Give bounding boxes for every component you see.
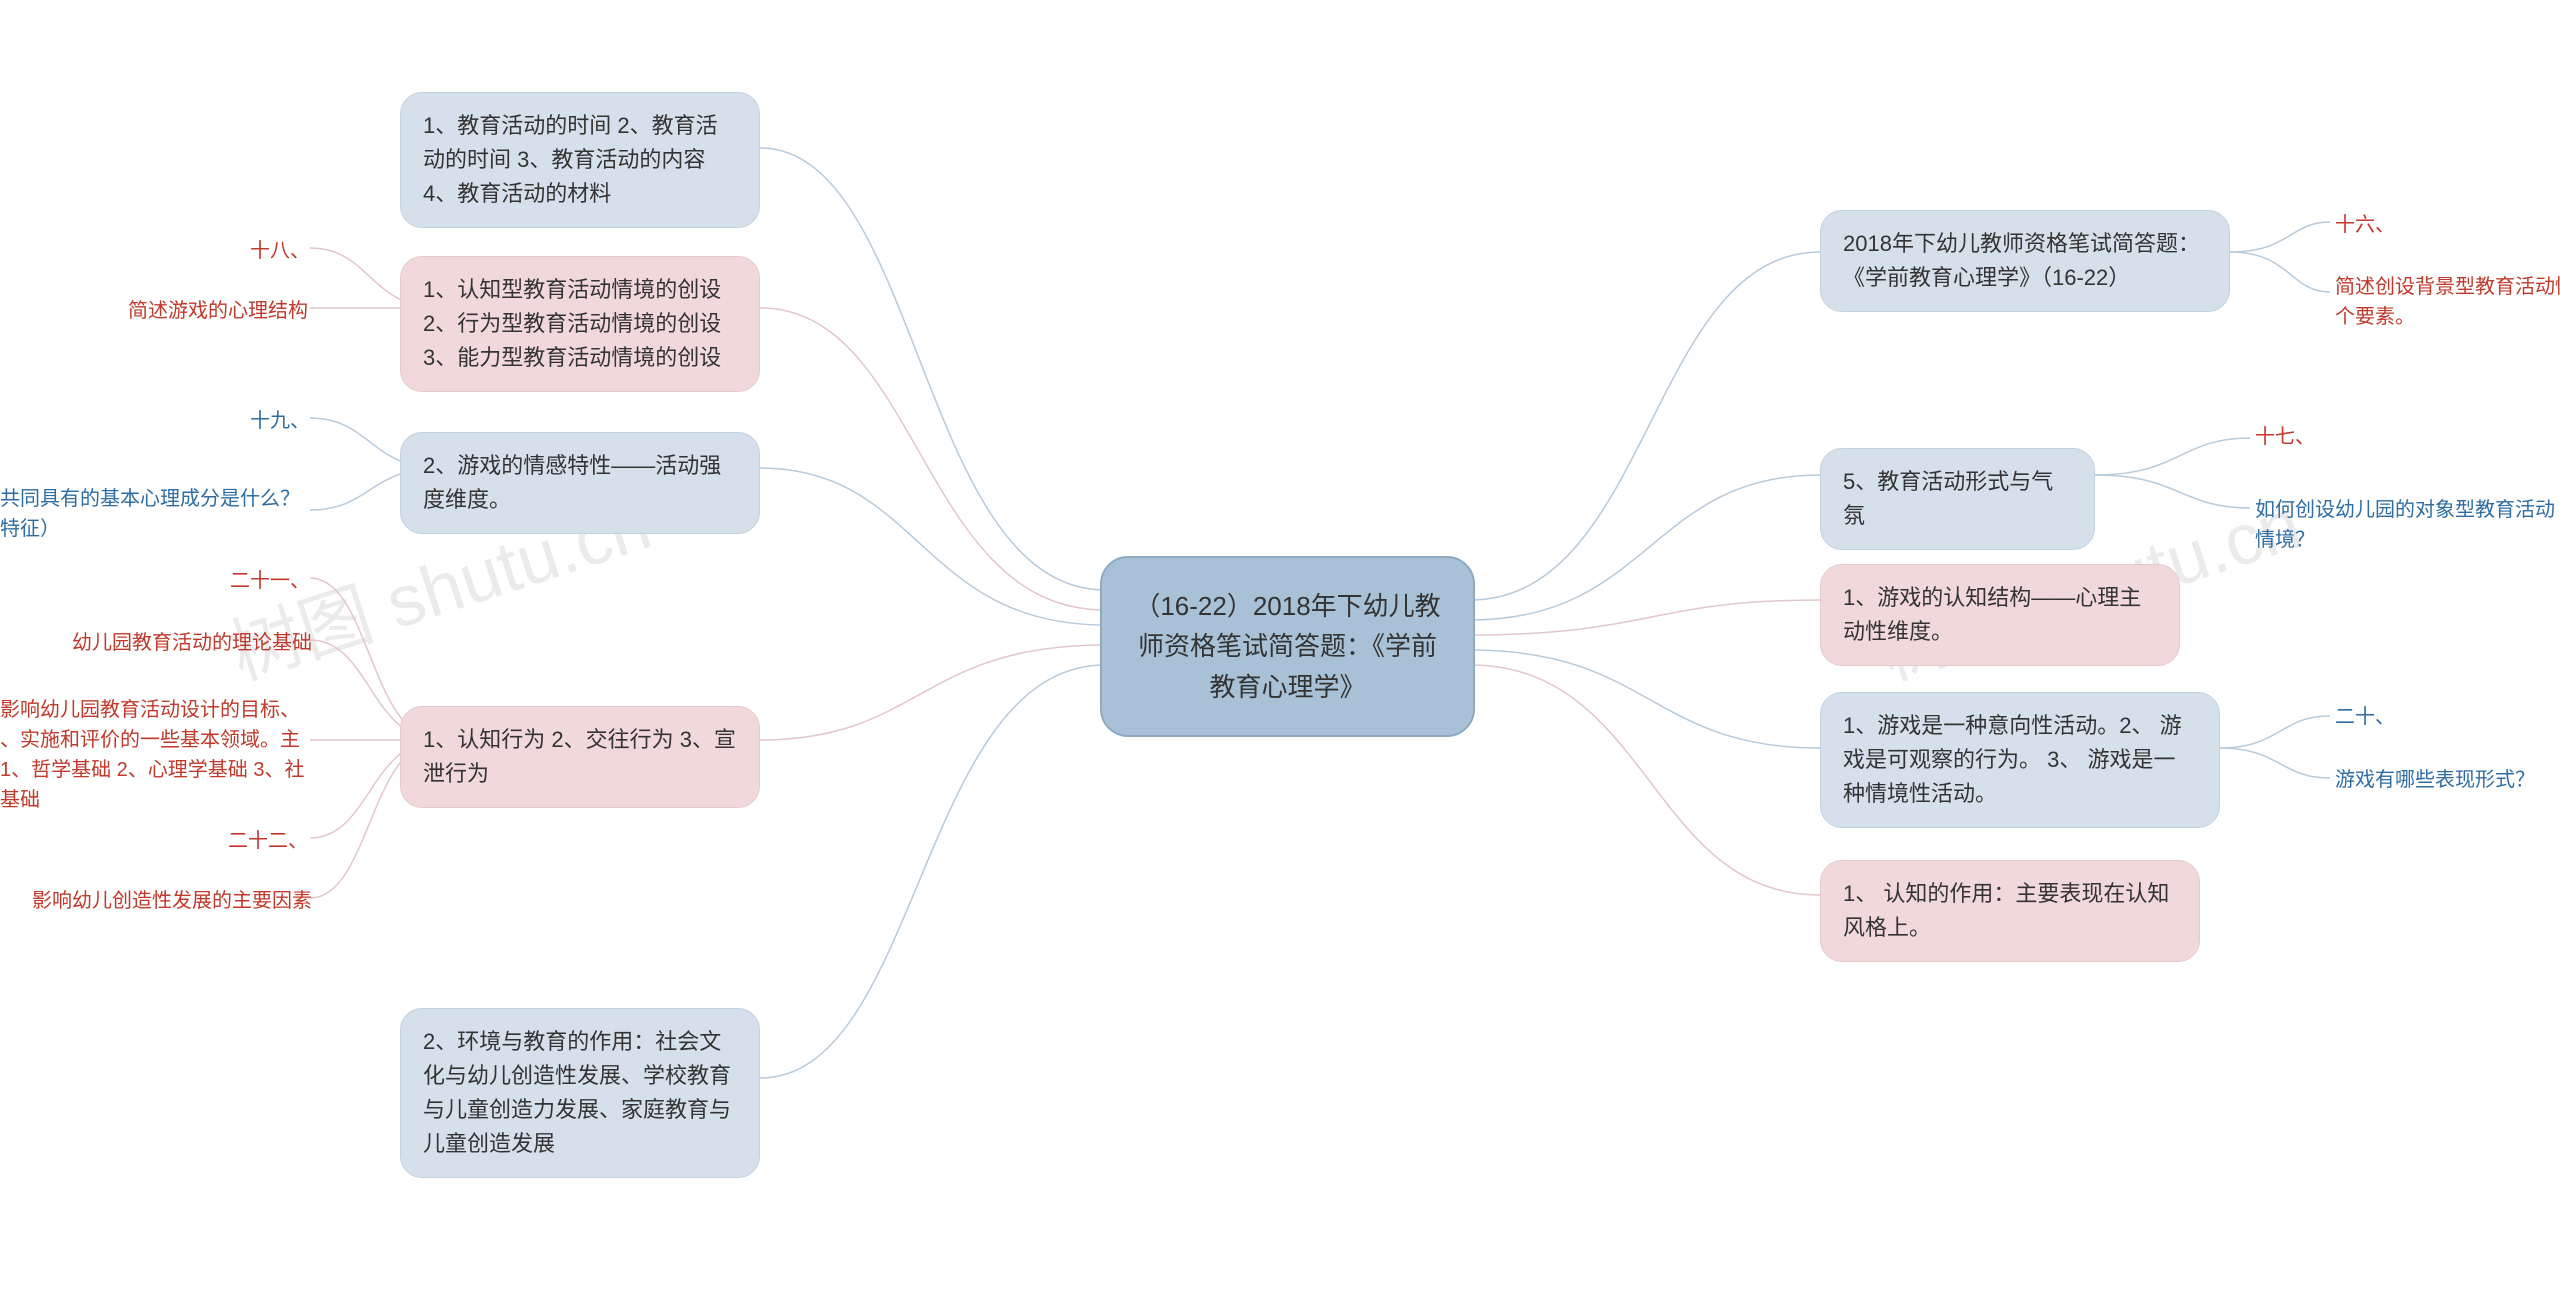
leaf-l2-0: 十八、 bbox=[250, 236, 310, 266]
leaf-l3-1: 游戏所共同具有的基本心理成分是什么？（心理特征） bbox=[0, 484, 310, 544]
node-l5[interactable]: 2、环境与教育的作用：社会文化与幼儿创造性发展、学校教育与儿童创造力发展、家庭教… bbox=[400, 1008, 760, 1178]
leaf-l4-0: 二十一、 bbox=[230, 566, 310, 596]
leaf-r2-0: 十七、 bbox=[2255, 422, 2315, 452]
center-node[interactable]: （16-22）2018年下幼儿教师资格笔试简答题：《学前教育心理学》 bbox=[1100, 556, 1475, 737]
leaf-r1-1: 简述创设背景型教育活动情境时应注意的几个要素。 bbox=[2335, 272, 2560, 332]
node-l4[interactable]: 1、认知行为 2、交往行为 3、宣泄行为 bbox=[400, 706, 760, 808]
node-l2[interactable]: 1、认知型教育活动情境的创设 2、行为型教育活动情境的创设 3、能力型教育活动情… bbox=[400, 256, 760, 392]
leaf-r1-0: 十六、 bbox=[2335, 210, 2395, 240]
leaf-r4-0: 二十、 bbox=[2335, 702, 2395, 732]
leaf-l2-1: 简述游戏的心理结构 bbox=[128, 296, 308, 326]
leaf-l4-2: 是指影响幼儿园教育活动设计的目标、内容、实施和评价的一些基本领域。主要有1、哲学… bbox=[0, 695, 310, 815]
node-l3[interactable]: 2、游戏的情感特性——活动强度维度。 bbox=[400, 432, 760, 534]
leaf-l4-4: 影响幼儿创造性发展的主要因素 bbox=[32, 886, 312, 916]
leaf-r4-1: 游戏有哪些表现形式？ bbox=[2335, 765, 2535, 795]
leaf-l3-0: 十九、 bbox=[250, 406, 310, 436]
node-r4[interactable]: 1、游戏是一种意向性活动。2、 游戏是可观察的行为。 3、 游戏是一种情境性活动… bbox=[1820, 692, 2220, 828]
node-r2[interactable]: 5、教育活动形式与气氛 bbox=[1820, 448, 2095, 550]
leaf-l4-1: 幼儿园教育活动的理论基础 bbox=[72, 628, 312, 658]
leaf-r2-1: 如何创设幼儿园的对象型教育活动情境？ bbox=[2255, 495, 2560, 555]
node-l1[interactable]: 1、教育活动的时间 2、教育活动的时间 3、教育活动的内容 4、教育活动的材料 bbox=[400, 92, 760, 228]
node-r3[interactable]: 1、游戏的认知结构——心理主动性维度。 bbox=[1820, 564, 2180, 666]
node-r5[interactable]: 1、 认知的作用：主要表现在认知风格上。 bbox=[1820, 860, 2200, 962]
node-r1[interactable]: 2018年下幼儿教师资格笔试简答题：《学前教育心理学》（16-22） bbox=[1820, 210, 2230, 312]
leaf-l4-3: 二十二、 bbox=[228, 826, 308, 856]
